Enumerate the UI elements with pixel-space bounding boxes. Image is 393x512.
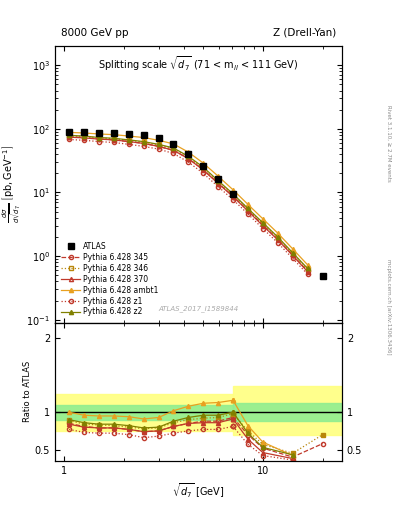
Text: Z (Drell-Yan): Z (Drell-Yan) [273, 28, 336, 38]
Text: Splitting scale $\sqrt{d_7}$ (71 < m$_{ll}$ < 111 GeV): Splitting scale $\sqrt{d_7}$ (71 < m$_{l… [98, 54, 299, 73]
Text: Rivet 3.1.10, ≥ 2.7M events: Rivet 3.1.10, ≥ 2.7M events [386, 105, 391, 182]
Y-axis label: $\frac{d\sigma}{d\sqrt{d_7}}\ \left[\mathrm{pb,GeV}^{-1}\right]$: $\frac{d\sigma}{d\sqrt{d_7}}\ \left[\mat… [0, 145, 24, 223]
Legend: ATLAS, Pythia 6.428 345, Pythia 6.428 346, Pythia 6.428 370, Pythia 6.428 ambt1,: ATLAS, Pythia 6.428 345, Pythia 6.428 34… [59, 240, 161, 319]
Text: ATLAS_2017_I1589844: ATLAS_2017_I1589844 [158, 305, 239, 311]
Y-axis label: Ratio to ATLAS: Ratio to ATLAS [23, 361, 32, 422]
Bar [55, 405, 233, 420]
Text: 8000 GeV pp: 8000 GeV pp [61, 28, 128, 38]
X-axis label: $\sqrt{d_7}$ [GeV]: $\sqrt{d_7}$ [GeV] [172, 481, 225, 500]
Bar [233, 403, 342, 421]
Bar [233, 386, 342, 435]
Bar [55, 394, 233, 431]
Text: mcplots.cern.ch [arXiv:1306.3436]: mcplots.cern.ch [arXiv:1306.3436] [386, 260, 391, 355]
